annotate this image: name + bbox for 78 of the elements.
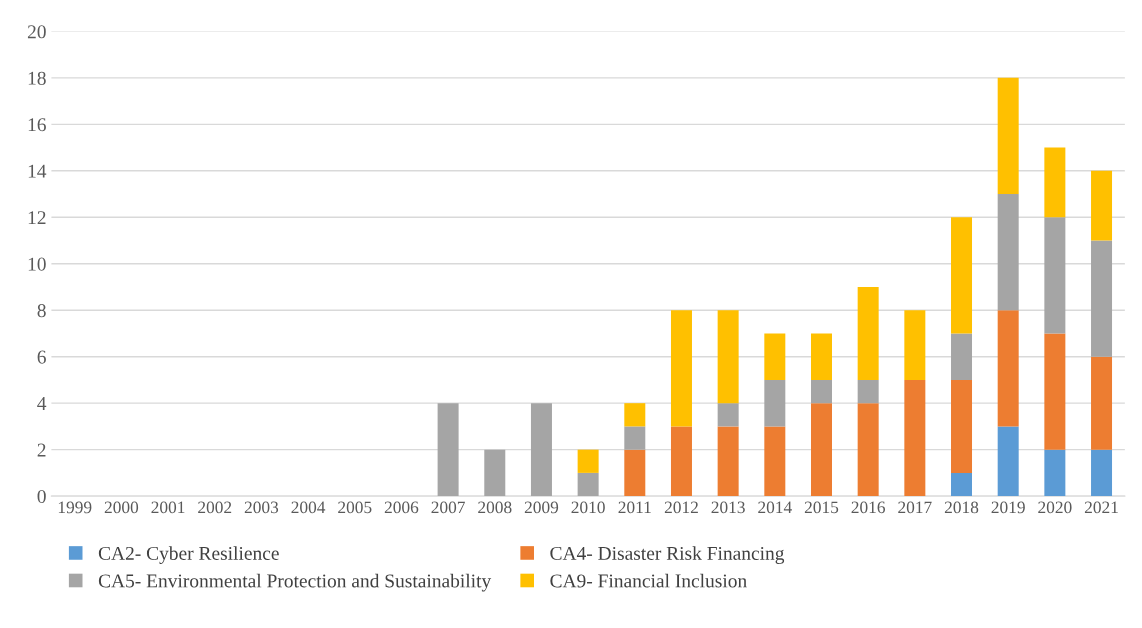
bar	[997, 310, 1019, 427]
bar	[857, 287, 879, 380]
y-tick-label: 10	[28, 257, 46, 271]
y-tick-label: 16	[28, 118, 46, 132]
bar	[1091, 356, 1113, 450]
x-tick-label: 2011	[618, 501, 651, 514]
x-tick-label: 2010	[571, 501, 605, 514]
bar	[1091, 240, 1113, 357]
bar	[717, 426, 739, 497]
y-tick-label: 2	[37, 443, 46, 457]
bar	[951, 333, 973, 380]
x-tick-label: 2000	[104, 501, 139, 514]
bar	[1044, 449, 1066, 497]
x-tick-label: 2006	[384, 501, 419, 514]
bar	[717, 310, 739, 404]
x-tick-label: 2016	[851, 501, 886, 514]
bar	[484, 449, 506, 497]
x-tick-label: 2015	[804, 501, 839, 514]
bar	[670, 426, 692, 497]
bar	[810, 403, 832, 497]
x-tick-label: 2009	[524, 501, 559, 514]
bar	[951, 379, 973, 473]
bar	[624, 403, 646, 427]
bar	[997, 77, 1019, 195]
y-tick-label: 4	[37, 397, 47, 410]
bar	[951, 217, 973, 334]
legend-label: CA4- Disaster Risk Financing	[550, 546, 785, 564]
bar	[624, 426, 646, 450]
bar	[1091, 449, 1113, 497]
bar	[1044, 333, 1066, 450]
bar	[1091, 170, 1113, 241]
bar	[1044, 147, 1066, 218]
bar	[764, 426, 786, 497]
bar	[951, 472, 973, 497]
x-tick-label: 2017	[898, 501, 932, 514]
bar	[764, 333, 786, 380]
x-tick-label: 2001	[151, 501, 185, 514]
y-tick-label: 12	[28, 211, 46, 225]
bar	[997, 426, 1019, 497]
bar	[437, 403, 459, 497]
bar	[1044, 217, 1066, 334]
y-tick-label: 14	[28, 164, 47, 178]
bar	[670, 310, 692, 427]
x-tick-label: 2004	[291, 501, 326, 514]
x-tick-label: 2019	[991, 501, 1025, 514]
x-tick-label: 2014	[758, 501, 792, 514]
y-tick-label: 0	[37, 489, 46, 504]
x-tick-label: 2020	[1038, 501, 1072, 514]
x-tick-label: 2021	[1084, 501, 1118, 514]
x-tick-label: 2002	[198, 501, 232, 514]
legend-label: CA5- Environmental Protection and Sustainability	[98, 573, 492, 592]
y-tick-label: 18	[28, 71, 46, 85]
x-tick-label: 2007	[431, 501, 465, 514]
bar	[810, 333, 832, 380]
x-tick-label: 2003	[244, 501, 279, 514]
x-tick-label: 2012	[664, 501, 698, 514]
bar	[577, 472, 599, 497]
bar	[764, 379, 786, 427]
bar	[530, 403, 552, 497]
legend-label: CA2- Cyber Resilience	[98, 546, 279, 564]
bar	[904, 310, 926, 380]
bar	[577, 449, 599, 473]
bar	[904, 379, 926, 497]
x-tick-label: 2008	[478, 501, 512, 514]
bar	[857, 403, 879, 497]
y-tick-label: 6	[37, 350, 46, 364]
x-tick-label: 1999	[58, 501, 92, 514]
x-tick-label: 2018	[944, 501, 979, 514]
y-tick-label: 8	[37, 304, 46, 318]
bar	[810, 379, 832, 404]
bar	[997, 194, 1019, 311]
bar	[857, 379, 879, 404]
bar	[624, 449, 646, 497]
bar	[717, 403, 739, 427]
x-tick-label: 2013	[711, 501, 745, 514]
y-tick-label: 20	[27, 25, 46, 39]
legend-label: CA9- Financial Inclusion	[550, 573, 747, 588]
x-tick-label: 2005	[338, 501, 372, 514]
